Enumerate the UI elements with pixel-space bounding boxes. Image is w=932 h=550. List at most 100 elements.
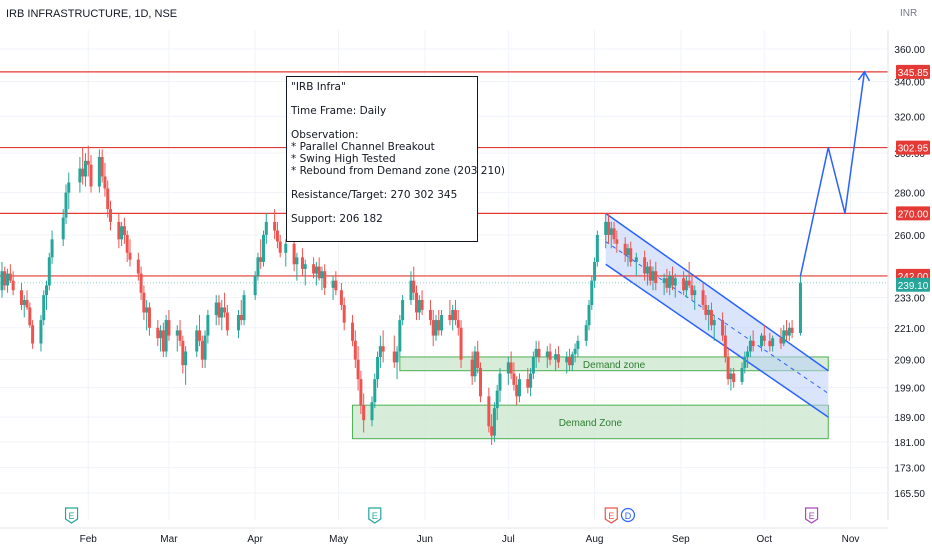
- candle-body: [554, 354, 558, 360]
- candle-body: [665, 278, 669, 288]
- candle-body: [39, 320, 43, 344]
- note-line: [291, 117, 473, 129]
- projection-line: [799, 71, 866, 277]
- candle-body: [6, 273, 10, 286]
- candle-body: [626, 248, 630, 256]
- demand-zone-label: Demand zone: [583, 360, 646, 371]
- price-tick-label: 173.00: [894, 464, 925, 475]
- observation-note: "IRB Infra" Time Frame: Daily Observatio…: [286, 76, 505, 242]
- candle-body: [320, 271, 324, 279]
- candle-body: [609, 228, 613, 235]
- candle-body: [662, 278, 666, 284]
- candle-body: [409, 280, 413, 301]
- earnings-marker: [804, 507, 819, 524]
- time-tick-label: May: [329, 534, 348, 545]
- candle-body: [417, 300, 421, 313]
- candle-body: [768, 340, 772, 347]
- candle-body: [584, 325, 588, 341]
- candle-body: [492, 408, 496, 436]
- candle-body: [128, 252, 132, 260]
- candle-body: [490, 426, 494, 436]
- candle-body: [203, 335, 207, 360]
- candle-body: [790, 327, 794, 333]
- candle-body: [50, 239, 54, 258]
- event-marker-label: E: [372, 511, 378, 521]
- candle-body: [117, 221, 121, 240]
- candle-body: [136, 259, 140, 274]
- candle-body: [509, 362, 513, 374]
- candle-body: [198, 330, 202, 341]
- candle-body: [19, 290, 23, 305]
- candle-body: [3, 271, 7, 286]
- note-line: Observation:: [291, 129, 359, 141]
- note-line: [291, 93, 473, 105]
- candle-body: [721, 320, 725, 336]
- earnings-marker: [368, 507, 382, 524]
- price-tick-label: 165.50: [894, 489, 925, 500]
- candle-body: [798, 282, 802, 333]
- candle-body: [670, 275, 674, 286]
- event-marker-label: E: [608, 511, 614, 521]
- candle-body: [682, 278, 686, 291]
- candle-body: [292, 243, 296, 265]
- time-axis: Feb Mar Apr May Jun Jul Aug Sep Oct Nov: [0, 527, 888, 545]
- candle-body: [0, 271, 4, 291]
- candle-body: [760, 335, 763, 347]
- time-tick-label: Mar: [160, 534, 178, 545]
- candle-body: [643, 257, 647, 274]
- candle-body: [451, 309, 455, 321]
- level-badge-label: 345.85: [898, 68, 929, 79]
- candle-body: [184, 351, 188, 366]
- candle-body: [220, 307, 224, 318]
- candle-body: [415, 292, 419, 313]
- candle-body: [64, 192, 68, 218]
- candle-body: [779, 338, 783, 344]
- channel-upper-line: [605, 212, 829, 372]
- candle-body: [668, 275, 672, 288]
- candle-body: [548, 351, 552, 360]
- candle-body: [534, 348, 538, 357]
- candle-body: [178, 330, 182, 341]
- candle-body: [712, 320, 716, 326]
- level-badge: [896, 64, 930, 79]
- candle-body: [342, 304, 346, 323]
- candle-body: [726, 356, 730, 380]
- candle-body: [576, 340, 580, 349]
- price-tick-label: 209.00: [894, 356, 925, 367]
- candle-body: [264, 221, 268, 235]
- candle-body: [100, 156, 104, 177]
- candle-body: [545, 351, 549, 357]
- price-tick-label: 221.00: [894, 324, 925, 335]
- channel-mid-line: [605, 241, 829, 394]
- level-badge-label: 242.00: [898, 272, 929, 283]
- last-price-badge: [896, 277, 930, 292]
- note-line: Resistance/Target: 270 302 345: [291, 189, 458, 201]
- candle-body: [83, 160, 87, 177]
- candle-body: [300, 257, 304, 269]
- candle-body: [392, 351, 396, 363]
- currency-label: INR: [900, 8, 918, 19]
- candle-body: [11, 280, 15, 291]
- candle-body: [239, 314, 243, 321]
- candle-body: [147, 307, 151, 328]
- candle-body: [331, 280, 335, 288]
- candle-body: [595, 234, 599, 262]
- price-axis: 360.00 340.00 320.00 300.00 280.00 260.00 233.…: [887, 30, 930, 520]
- candle-body: [81, 168, 85, 177]
- candle-body: [515, 384, 519, 397]
- price-tick-label: 260.00: [894, 231, 925, 242]
- candle-body: [378, 346, 382, 357]
- candle-body: [362, 405, 366, 421]
- candle-body: [312, 264, 316, 274]
- candle-body: [109, 209, 112, 222]
- candle-body: [729, 373, 733, 380]
- candle-body: [785, 330, 789, 336]
- candle-body: [612, 228, 616, 240]
- candle-body: [604, 221, 608, 235]
- time-tick-label: Aug: [586, 534, 604, 545]
- candle-body: [200, 340, 204, 360]
- candle-body: [568, 356, 572, 366]
- candle-body: [431, 320, 435, 336]
